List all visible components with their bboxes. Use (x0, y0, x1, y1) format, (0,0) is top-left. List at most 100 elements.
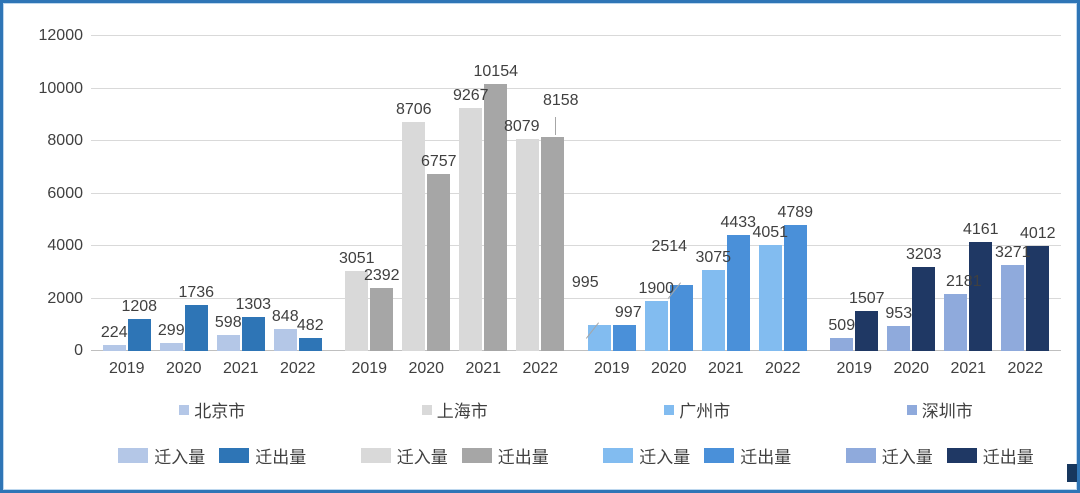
bar-data-label: 1303 (235, 295, 272, 313)
bar-group-深圳市: 509 1507 953 3203 2181 4161 3271 4012 (819, 36, 1062, 351)
series-legend-swatch (118, 448, 149, 463)
year-cluster: 8079 8158 (504, 92, 579, 351)
year-cluster: 598 1303 (215, 296, 271, 351)
y-tick-label: 0 (74, 342, 83, 359)
legend-item-in-migration: 迁入量 (118, 443, 205, 468)
year-label: 2019 (593, 360, 630, 377)
year-label: 2022 (279, 360, 316, 377)
year-label: 2020 (650, 360, 687, 377)
year-label: 2020 (165, 360, 202, 377)
series-legend-pair: 迁入量 迁出量 (845, 443, 1034, 468)
in-migration-bar (102, 345, 126, 351)
bar-data-label: 3203 (905, 245, 942, 263)
corner-marker (1067, 464, 1077, 482)
bar-data-label: 299 (157, 322, 185, 340)
series-legend-label: 迁出量 (982, 448, 1034, 467)
year-cluster: 953 3203 (885, 246, 942, 351)
in-migration-bar (701, 270, 725, 351)
year-label: 2020 (408, 360, 445, 377)
year-cluster: 4051 4789 (752, 205, 813, 351)
series-legend-label: 迁入量 (881, 448, 933, 467)
bar-data-label: 1507 (848, 290, 885, 308)
gridline (91, 297, 1061, 299)
city-legend-column: 北京市 (91, 397, 334, 422)
bar-group-北京市: 224 1208 299 1736 598 1303 848 482 (91, 36, 334, 351)
year-label: 2022 (522, 360, 559, 377)
in-migration-bar (758, 244, 782, 351)
in-migration-bar (587, 324, 611, 351)
year-cluster: 509 1507 (828, 291, 885, 351)
in-migration-bar (273, 328, 297, 351)
in-migration-bar (644, 301, 668, 351)
year-cluster: 8706 6757 (396, 102, 457, 351)
gridline (91, 87, 1061, 89)
year-cluster: 1900 2514 (638, 239, 693, 351)
bar-data-label: 3051 (338, 249, 375, 267)
series-legend-swatch (219, 448, 250, 463)
year-label: 2021 (465, 360, 502, 377)
year-label: 2019 (108, 360, 145, 377)
bar-data-label: 482 (296, 317, 324, 335)
out-migration-bar (427, 173, 451, 351)
bar-data-label: 1208 (121, 298, 158, 316)
bar-data-label: 8706 (395, 101, 432, 119)
label-leader-line (554, 116, 556, 135)
y-tick-label: 2000 (47, 289, 83, 307)
city-legend-column: 上海市 (334, 397, 577, 422)
bar-group-广州市: 995 997 1900 2514 3075 4433 4051 4789 (572, 36, 819, 351)
y-tick-label: 6000 (47, 184, 83, 202)
bar-data-label: 2392 (363, 267, 400, 285)
bar-data-label: 8158 (542, 91, 579, 109)
out-migration-bar (127, 319, 151, 351)
bar-data-label: 1900 (638, 280, 675, 298)
out-migration-bar (912, 266, 936, 351)
city-legend-label: 深圳市 (921, 402, 973, 421)
year-cluster: 9267 10154 (453, 64, 518, 351)
bar-data-label: 4789 (777, 204, 814, 222)
series-legend-swatch (845, 448, 876, 463)
legend-item-in-migration: 迁入量 (360, 443, 448, 468)
plot-area: 224 1208 299 1736 598 1303 848 482 3051 2392 8706 6… (91, 35, 1062, 351)
year-cluster: 3051 2392 (339, 250, 400, 351)
legend-item-out-migration: 迁出量 (704, 443, 791, 468)
year-label-group: 2019 2020 2021 2022 (576, 360, 819, 378)
city-legend-item: 上海市 (421, 397, 488, 422)
in-migration-bar (402, 122, 426, 351)
y-tick-label: 10000 (38, 79, 84, 97)
out-migration-bar (298, 338, 322, 351)
series-legend-label: 迁出量 (497, 448, 549, 467)
bar-group-上海市: 3051 2392 8706 6757 9267 10154 8079 8158 (334, 36, 579, 351)
out-migration-bar (241, 316, 265, 351)
out-migration-bar (370, 288, 394, 351)
bar-data-label: 9267 (452, 86, 489, 104)
series-legend-column: 迁入量 迁出量 (576, 443, 819, 468)
series-legend-label: 迁入量 (396, 448, 448, 467)
series-legend: 迁入量 迁出量 迁入量 迁出量 迁入量 迁出量 迁入量 迁出量 (91, 443, 1061, 468)
in-migration-bar (1001, 265, 1025, 351)
year-label-group: 2019 2020 2021 2022 (334, 360, 577, 378)
legend-item-out-migration: 迁出量 (946, 443, 1034, 468)
in-migration-bar (216, 335, 240, 351)
city-legend-label: 上海市 (436, 402, 488, 421)
series-legend-swatch (946, 448, 977, 463)
year-label-group: 2019 2020 2021 2022 (91, 360, 334, 378)
city-legend: 北京市 上海市 广州市 深圳市 (91, 397, 1061, 422)
city-legend-column: 广州市 (576, 397, 819, 422)
out-migration-bar (484, 84, 508, 351)
series-legend-swatch (603, 448, 634, 463)
in-migration-bar (887, 325, 911, 351)
bar-data-label: 4433 (720, 213, 757, 231)
year-label: 2022 (1007, 360, 1044, 377)
out-migration-bar (726, 234, 750, 351)
series-legend-label: 迁出量 (255, 448, 307, 467)
series-legend-label: 迁出量 (740, 448, 792, 467)
year-cluster: 3075 4433 (695, 214, 756, 351)
series-legend-label: 迁入量 (639, 448, 691, 467)
series-legend-swatch (461, 448, 492, 463)
out-migration-bar (184, 305, 208, 351)
legend-item-out-migration: 迁出量 (219, 443, 306, 468)
year-label-group: 2019 2020 2021 2022 (819, 360, 1062, 378)
series-legend-pair: 迁入量 迁出量 (603, 443, 791, 468)
series-legend-column: 迁入量 迁出量 (334, 443, 577, 468)
